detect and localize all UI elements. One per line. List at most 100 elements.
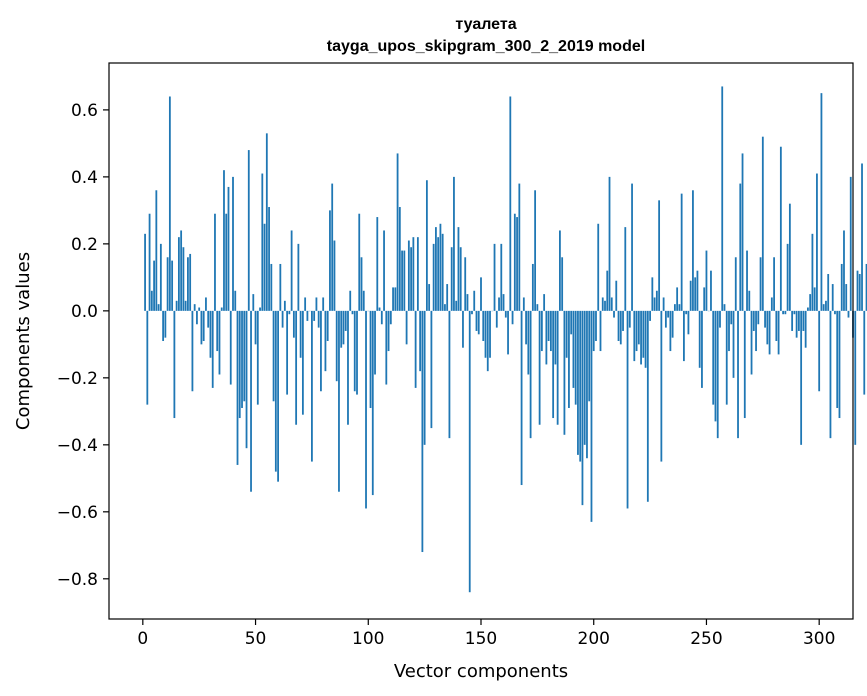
bar bbox=[723, 304, 726, 311]
bar bbox=[457, 227, 460, 311]
y-tick-label: −0.2 bbox=[57, 369, 98, 389]
bar bbox=[459, 247, 462, 311]
x-tick-label: 250 bbox=[690, 629, 722, 649]
bar bbox=[581, 310, 584, 506]
bar bbox=[468, 310, 471, 593]
bar bbox=[606, 270, 609, 311]
bar bbox=[347, 310, 349, 425]
bar bbox=[586, 310, 588, 459]
bar bbox=[437, 237, 440, 311]
bar bbox=[484, 310, 487, 358]
bar bbox=[227, 186, 230, 311]
bar bbox=[739, 183, 742, 311]
bar bbox=[538, 310, 541, 425]
bar bbox=[234, 290, 237, 311]
bar bbox=[820, 93, 823, 311]
bar bbox=[534, 190, 537, 311]
bar bbox=[482, 310, 485, 341]
bar bbox=[768, 310, 771, 355]
bar bbox=[324, 310, 327, 372]
bar bbox=[725, 310, 728, 405]
bar bbox=[362, 290, 365, 311]
bar bbox=[218, 310, 221, 375]
bar bbox=[540, 310, 543, 352]
bar bbox=[277, 310, 279, 482]
bar bbox=[385, 310, 388, 385]
bar bbox=[146, 310, 149, 405]
bar bbox=[673, 304, 676, 311]
bar bbox=[522, 297, 525, 311]
bar bbox=[220, 307, 223, 311]
bar bbox=[338, 310, 340, 492]
bar bbox=[619, 310, 622, 345]
bar bbox=[847, 310, 850, 318]
bar bbox=[306, 310, 309, 321]
bar bbox=[633, 310, 636, 362]
bar bbox=[493, 243, 496, 311]
bar bbox=[858, 274, 861, 311]
bar bbox=[450, 247, 453, 311]
bar bbox=[414, 310, 417, 388]
bar bbox=[489, 310, 491, 358]
bar bbox=[412, 237, 415, 311]
bar bbox=[640, 310, 642, 365]
bar bbox=[714, 310, 717, 422]
bar bbox=[845, 284, 848, 311]
bar bbox=[342, 310, 345, 345]
bar bbox=[410, 247, 413, 311]
bar bbox=[193, 304, 196, 311]
bar bbox=[155, 190, 158, 311]
bar bbox=[297, 243, 300, 311]
bar bbox=[788, 203, 791, 311]
bar bbox=[597, 223, 600, 311]
bar bbox=[486, 310, 489, 372]
bar bbox=[356, 310, 358, 395]
bar bbox=[428, 284, 431, 311]
bar bbox=[613, 310, 615, 318]
y-tick-label: −0.6 bbox=[57, 503, 98, 523]
bar bbox=[671, 310, 674, 338]
bar bbox=[376, 217, 379, 311]
bar bbox=[696, 270, 699, 311]
bar bbox=[380, 310, 383, 325]
bar bbox=[775, 310, 778, 341]
bar bbox=[592, 310, 595, 352]
bar bbox=[800, 310, 803, 445]
bar bbox=[761, 136, 764, 311]
bar bbox=[572, 310, 575, 388]
bar bbox=[795, 310, 798, 338]
bar bbox=[595, 310, 597, 341]
bar bbox=[791, 310, 794, 331]
bar bbox=[252, 294, 255, 311]
bars bbox=[144, 86, 867, 593]
bar bbox=[683, 310, 685, 362]
bar bbox=[207, 310, 210, 328]
bar bbox=[274, 310, 277, 472]
bar bbox=[265, 133, 268, 311]
bar bbox=[365, 310, 367, 509]
bar bbox=[565, 310, 568, 358]
bar bbox=[655, 290, 658, 311]
bar bbox=[716, 310, 719, 439]
bar bbox=[432, 243, 435, 311]
bar bbox=[162, 310, 165, 341]
bar bbox=[604, 300, 606, 311]
bar bbox=[728, 310, 730, 352]
bar bbox=[358, 213, 361, 311]
bar bbox=[849, 176, 852, 311]
bar bbox=[531, 263, 534, 311]
bar bbox=[191, 310, 194, 392]
bar bbox=[223, 170, 225, 311]
bar bbox=[173, 310, 176, 419]
bar bbox=[556, 310, 559, 425]
bar bbox=[322, 297, 325, 311]
bar bbox=[159, 243, 162, 311]
bar bbox=[680, 193, 683, 311]
bar bbox=[439, 223, 442, 311]
y-tick-label: 0.4 bbox=[71, 168, 98, 188]
bar bbox=[216, 310, 219, 352]
bar bbox=[150, 290, 153, 311]
bar bbox=[500, 243, 503, 311]
bar bbox=[430, 310, 433, 429]
bar bbox=[407, 240, 410, 311]
